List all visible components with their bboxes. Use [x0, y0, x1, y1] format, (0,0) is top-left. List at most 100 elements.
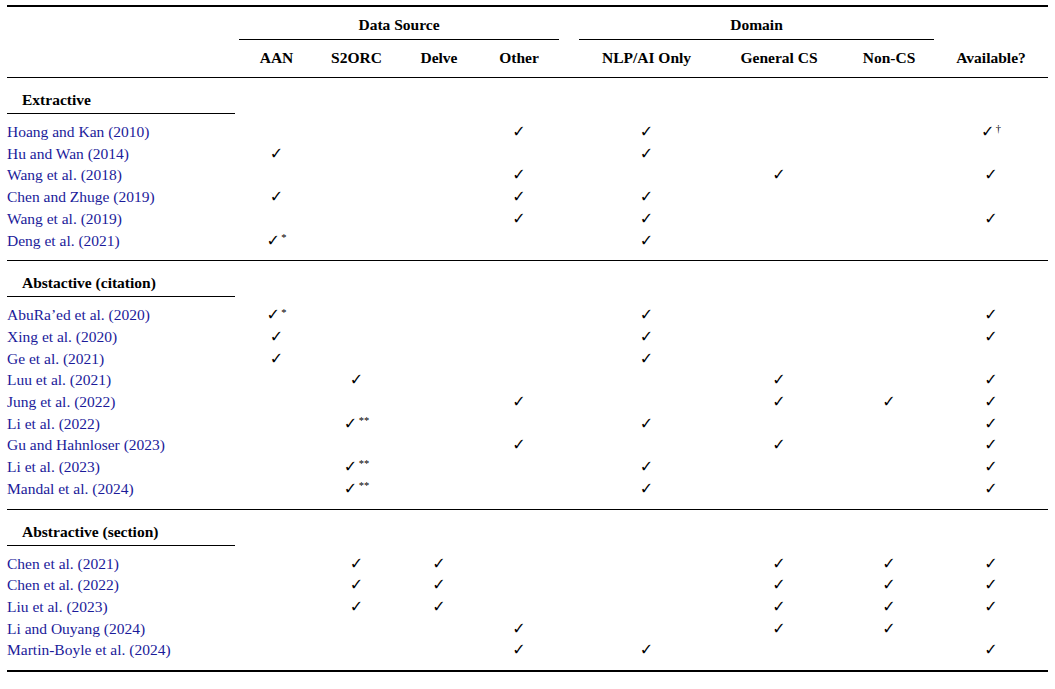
- section-header-row: Extractive: [7, 78, 1048, 122]
- column-gap: [559, 618, 579, 640]
- citation-link[interactable]: Wang et al. (2018): [7, 166, 122, 183]
- checkmark: ✓: [579, 639, 714, 671]
- empty-cell: [579, 553, 714, 575]
- available-spacer: [934, 6, 1048, 40]
- table-row: Chen et al. (2022)✓✓✓✓✓: [7, 574, 1048, 596]
- empty-cell: [239, 413, 314, 435]
- corner-spacer: [7, 6, 239, 40]
- checkmark: ✓: [934, 434, 1048, 456]
- citation-link[interactable]: Li et al. (2023): [7, 458, 100, 475]
- empty-cell: [239, 478, 314, 509]
- citation-link[interactable]: Chen et al. (2022): [7, 576, 119, 593]
- footnote-marker: †: [996, 123, 1001, 134]
- column-gap: [559, 639, 579, 671]
- col-header-non-cs: Non-CS: [844, 40, 934, 78]
- column-gap: [559, 348, 579, 370]
- col-header-s2orc: S2ORC: [314, 40, 399, 78]
- checkmark: ✓: [479, 639, 559, 671]
- checkmark: ✓: [844, 574, 934, 596]
- col-header-delve: Delve: [399, 40, 479, 78]
- empty-cell: [714, 143, 844, 165]
- empty-cell: [399, 304, 479, 326]
- table-row: Li et al. (2022)✓**✓✓: [7, 413, 1048, 435]
- empty-cell: [399, 143, 479, 165]
- checkmark: ✓: [934, 456, 1048, 478]
- checkmark: ✓: [399, 596, 479, 618]
- empty-cell: [479, 596, 559, 618]
- table-row: Wang et al. (2019)✓✓✓: [7, 208, 1048, 230]
- section-header-row: Abstractive (section): [7, 509, 1048, 553]
- empty-cell: [314, 618, 399, 640]
- citation-link[interactable]: Li and Ouyang (2024): [7, 620, 145, 637]
- checkmark: ✓: [579, 478, 714, 509]
- paper-cell: Chen et al. (2022): [7, 574, 239, 596]
- footnote-marker: **: [359, 458, 370, 469]
- citation-link[interactable]: Martin-Boyle et al. (2024): [7, 641, 171, 658]
- paper-cell: Li et al. (2022): [7, 413, 239, 435]
- citation-link[interactable]: Hoang and Kan (2010): [7, 123, 149, 140]
- footnote-marker: *: [281, 307, 286, 318]
- empty-cell: [714, 413, 844, 435]
- citation-link[interactable]: Deng et al. (2021): [7, 232, 120, 249]
- citation-link[interactable]: Wang et al. (2019): [7, 210, 122, 227]
- section-title: Extractive: [7, 91, 235, 114]
- group-header-row: Data Source Domain: [7, 6, 1048, 40]
- citation-link[interactable]: AbuRa’ed et al. (2020): [7, 306, 150, 323]
- checkmark: ✓: [579, 413, 714, 435]
- citation-link[interactable]: Li et al. (2022): [7, 415, 100, 432]
- paper-cell: Luu et al. (2021): [7, 369, 239, 391]
- citation-link[interactable]: Luu et al. (2021): [7, 371, 111, 388]
- empty-cell: [399, 391, 479, 413]
- citation-link[interactable]: Ge et al. (2021): [7, 350, 104, 367]
- empty-cell: [239, 164, 314, 186]
- empty-cell: [479, 348, 559, 370]
- col-header-nlp-ai-only: NLP/AI Only: [579, 40, 714, 78]
- checkmark: ✓: [714, 434, 844, 456]
- citation-link[interactable]: Chen and Zhuge (2019): [7, 188, 155, 205]
- empty-cell: [399, 348, 479, 370]
- empty-cell: [479, 369, 559, 391]
- citation-link[interactable]: Hu and Wan (2014): [7, 145, 129, 162]
- checkmark: ✓†: [934, 121, 1048, 143]
- checkmark: ✓: [579, 208, 714, 230]
- citation-link[interactable]: Chen et al. (2021): [7, 555, 119, 572]
- empty-cell: [479, 304, 559, 326]
- checkmark: ✓: [934, 304, 1048, 326]
- empty-cell: [934, 143, 1048, 165]
- empty-cell: [934, 230, 1048, 261]
- citation-link[interactable]: Xing et al. (2020): [7, 328, 117, 345]
- table-row: Mandal et al. (2024)✓**✓✓: [7, 478, 1048, 509]
- empty-cell: [714, 186, 844, 208]
- paper-cell: Liu et al. (2023): [7, 596, 239, 618]
- empty-cell: [399, 434, 479, 456]
- column-gap: [559, 143, 579, 165]
- table-row: Deng et al. (2021)✓*✓: [7, 230, 1048, 261]
- table-row: Chen et al. (2021)✓✓✓✓✓: [7, 553, 1048, 575]
- empty-cell: [239, 391, 314, 413]
- checkmark: ✓**: [314, 413, 399, 435]
- empty-cell: [239, 596, 314, 618]
- checkmark: ✓: [479, 618, 559, 640]
- table-row: AbuRa’ed et al. (2020)✓*✓✓: [7, 304, 1048, 326]
- empty-cell: [714, 304, 844, 326]
- table-header: Data Source Domain AAN S2ORC Delve Other…: [7, 6, 1048, 78]
- footnote-marker: **: [359, 415, 370, 426]
- citation-link[interactable]: Mandal et al. (2024): [7, 480, 134, 497]
- citation-link[interactable]: Gu and Hahnloser (2023): [7, 436, 165, 453]
- paper-column-spacer: [7, 40, 239, 78]
- section-header-cell: Abstactive (citation): [7, 261, 1048, 305]
- empty-cell: [399, 456, 479, 478]
- table-row: Luu et al. (2021)✓✓✓: [7, 369, 1048, 391]
- empty-cell: [399, 618, 479, 640]
- table-row: Hoang and Kan (2010)✓✓✓†: [7, 121, 1048, 143]
- empty-cell: [314, 304, 399, 326]
- citation-link[interactable]: Jung et al. (2022): [7, 393, 115, 410]
- empty-cell: [714, 121, 844, 143]
- checkmark: ✓: [934, 553, 1048, 575]
- table-row: Jung et al. (2022)✓✓✓✓: [7, 391, 1048, 413]
- citation-link[interactable]: Liu et al. (2023): [7, 598, 108, 615]
- column-gap: [559, 456, 579, 478]
- checkmark: ✓: [239, 326, 314, 348]
- checkmark: ✓: [314, 596, 399, 618]
- empty-cell: [479, 413, 559, 435]
